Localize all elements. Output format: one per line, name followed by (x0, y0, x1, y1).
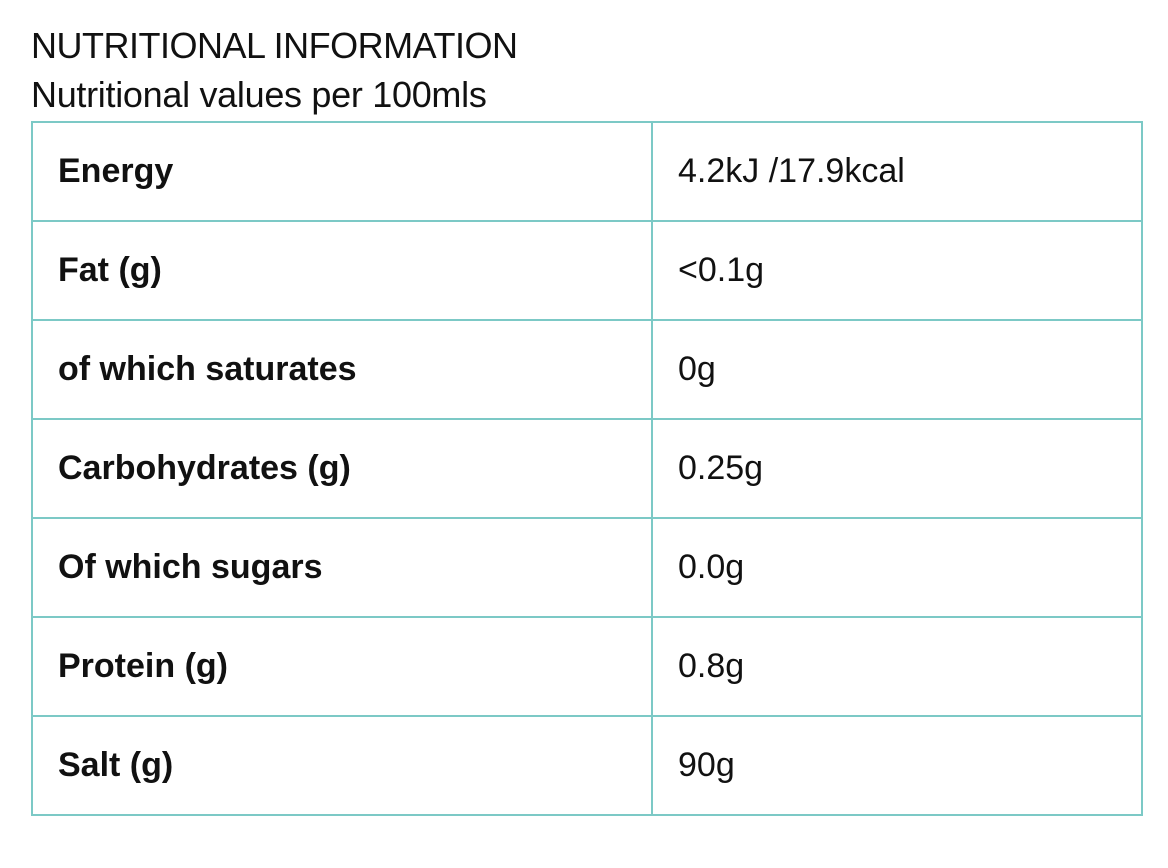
page-title: NUTRITIONAL INFORMATION (31, 25, 518, 66)
nutrient-label: Fat (g) (31, 220, 653, 321)
table-row: Carbohydrates (g) 0.25g (31, 418, 1143, 519)
table-row: Energy 4.2kJ /17.9kcal (31, 121, 1143, 222)
nutrition-table: Energy 4.2kJ /17.9kcal Fat (g) <0.1g of … (31, 121, 1143, 816)
nutrient-label: Of which sugars (31, 517, 653, 618)
nutrient-label: of which saturates (31, 319, 653, 420)
nutrient-label: Salt (g) (31, 715, 653, 816)
nutrient-value: <0.1g (651, 220, 1143, 321)
nutrient-label: Protein (g) (31, 616, 653, 717)
table-row: Of which sugars 0.0g (31, 517, 1143, 618)
nutrient-value: 4.2kJ /17.9kcal (651, 121, 1143, 222)
nutrient-value: 0g (651, 319, 1143, 420)
nutrition-header: NUTRITIONAL INFORMATION Nutritional valu… (31, 24, 518, 117)
table-row: Protein (g) 0.8g (31, 616, 1143, 717)
nutrient-label: Energy (31, 121, 653, 222)
nutrient-label: Carbohydrates (g) (31, 418, 653, 519)
table-row: Salt (g) 90g (31, 715, 1143, 816)
page-subtitle: Nutritional values per 100mls (31, 74, 487, 115)
table-row: of which saturates 0g (31, 319, 1143, 420)
nutrient-value: 0.8g (651, 616, 1143, 717)
nutrient-value: 0.25g (651, 418, 1143, 519)
nutrient-value: 90g (651, 715, 1143, 816)
table-row: Fat (g) <0.1g (31, 220, 1143, 321)
nutrient-value: 0.0g (651, 517, 1143, 618)
